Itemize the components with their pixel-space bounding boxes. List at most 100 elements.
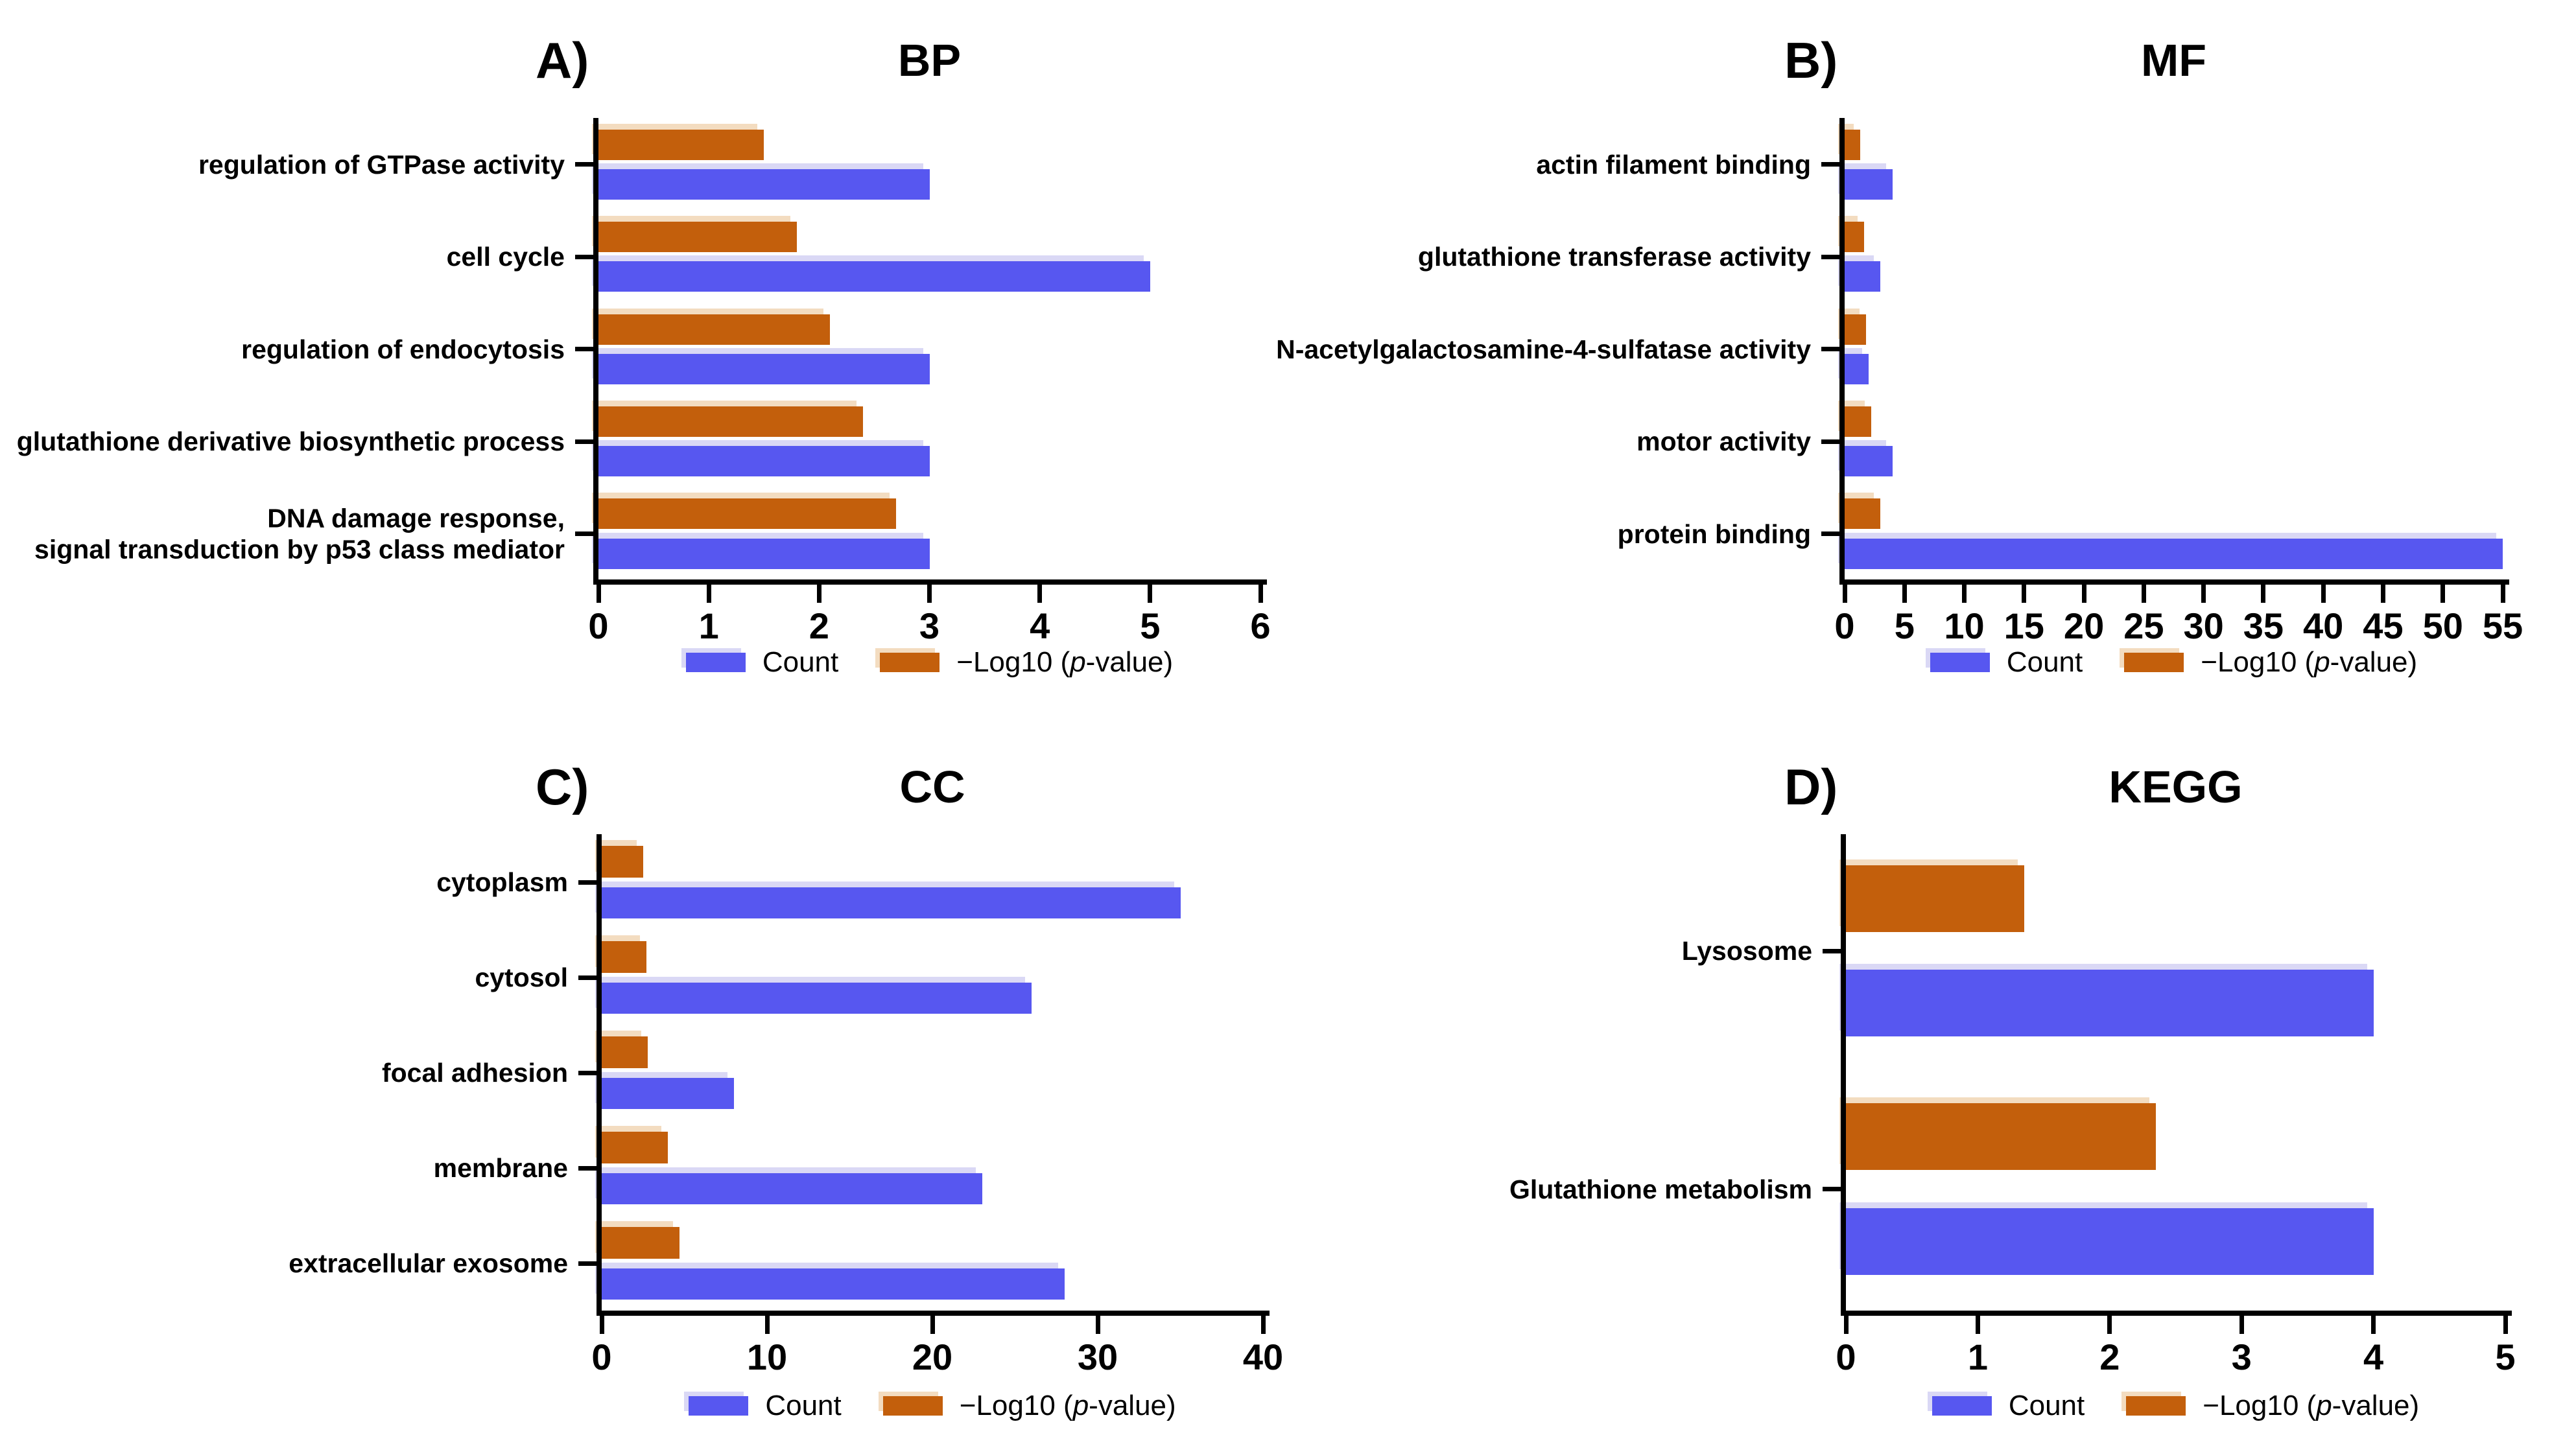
count-bar [1845,446,1893,477]
x-tick-label: 4 [1030,605,1050,646]
pvalue-bar [602,941,646,973]
panel-title: KEGG [2109,762,2243,812]
bar-chart-mf: 0 5 10 15 20 25 30 35 40 45 50 55 actin filament bin… [1276,118,2523,644]
category-label: membrane [433,1153,568,1184]
x-axis [597,1311,1270,1316]
legend-item-count: Count [1930,648,2083,677]
pvalue-bar [1846,1103,2156,1171]
pvalue-label-post: -value) [1089,1390,1176,1421]
x-axis [1839,579,2509,585]
x-tick [2371,1316,2376,1334]
x-tick-label: 5 [1894,605,1915,646]
pvalue-bar [1845,498,1881,530]
y-tick [1821,254,1839,259]
x-tick [2503,1316,2508,1334]
pvalue-label-italic-p: p [1072,1390,1089,1421]
x-tick [2239,1316,2244,1334]
category-label: N-acetylgalactosamine-4-sulfatase activi… [1276,334,1811,364]
x-tick [2141,585,2146,603]
pvalue-label-post: -value) [2330,646,2418,678]
x-axis [593,579,1267,585]
y-tick [578,880,597,885]
x-tick-label: 10 [746,1337,788,1377]
pvalue-label-italic-p: p [2316,1390,2332,1421]
panel-mf: B) MF 0 5 10 15 20 25 30 35 40 45 50 55 actin filame… [1276,0,2575,724]
x-tick [2107,1316,2112,1334]
y-tick [1823,948,1841,953]
x-tick-label: 2 [2099,1337,2120,1377]
count-legend-swatch [689,1396,749,1416]
count-legend-label: Count [2008,1390,2085,1421]
x-tick-label: 20 [912,1337,953,1377]
pvalue-label-italic-p: p [2314,646,2330,678]
x-tick-label: 55 [2482,605,2523,646]
legend-item-count: Count [1932,1392,2085,1420]
count-bar [598,261,1150,292]
count-bar [598,538,930,569]
x-tick [2440,585,2446,603]
pvalue-label-pre: −Log10 ( [959,1390,1073,1421]
count-legend-label: Count [762,646,839,678]
category-label: cytosol [475,963,568,993]
count-bar [598,169,930,200]
legend-item-count: Count [685,646,839,678]
y-tick [578,1070,597,1075]
count-bar [602,1077,734,1110]
panel-title: CC [899,762,965,812]
x-tick [706,585,711,603]
pvalue-bar [602,1132,668,1163]
x-tick-label: 6 [1250,605,1271,646]
pvalue-label-pre: −Log10 ( [956,646,1070,678]
x-tick-label: 2 [809,605,829,646]
pvalue-label-pre: −Log10 ( [2203,1390,2317,1421]
count-bar [1845,169,1893,200]
x-tick-label: 20 [2063,605,2105,646]
pvalue-bar [598,314,831,345]
panel-title: BP [897,35,962,86]
x-tick-label: 0 [591,1337,612,1377]
pvalue-bar [1845,314,1867,345]
x-tick-label: 10 [1944,605,1985,646]
x-tick-label: 0 [1836,1337,1856,1377]
x-axis [1841,1311,2512,1316]
pvalue-bar [602,846,643,878]
pvalue-legend-swatch [880,653,940,672]
pvalue-label-italic-p: p [1070,646,1086,678]
y-tick [1821,162,1839,167]
x-tick-label: 0 [588,605,609,646]
x-tick [1843,1316,1849,1334]
y-tick [575,439,593,444]
count-bar [602,887,1181,919]
pvalue-legend-label: −Log10 (p-value) [2203,1392,2419,1420]
panel-title: MF [2140,35,2207,86]
x-tick [1260,1316,1266,1334]
x-tick [1842,585,1847,603]
category-label: extracellular exosome [289,1248,568,1279]
y-tick [575,162,593,167]
bar-chart-cc: 0 10 20 30 40 cytoplasm cytosol focal adhesion m… [289,834,1283,1375]
x-tick-label: 5 [2495,1337,2516,1377]
x-tick-label: 40 [2303,605,2344,646]
y-tick [575,531,593,536]
pvalue-bar [598,129,764,160]
category-label: cytoplasm [436,867,568,898]
x-tick-label: 0 [1834,605,1855,646]
pvalue-bar [602,1036,648,1068]
count-bar [598,353,930,384]
x-tick-label: 1 [698,605,719,646]
pvalue-bar [1845,129,1860,160]
category-label: actin filament binding [1536,149,1811,180]
category-label: glutathione derivative biosynthetic proc… [16,426,565,456]
y-tick [1821,347,1839,352]
count-bar [602,982,1032,1014]
x-tick [599,1316,604,1334]
pvalue-bar [1846,865,2024,932]
pvalue-bar [602,1227,679,1259]
y-axis [593,118,598,585]
x-tick-label: 15 [2003,605,2044,646]
y-tick [1821,439,1839,444]
y-tick [1823,1187,1841,1192]
category-label: Glutathione metabolism [1509,1174,1812,1204]
x-tick-label: 45 [2363,605,2404,646]
x-tick [930,1316,935,1334]
